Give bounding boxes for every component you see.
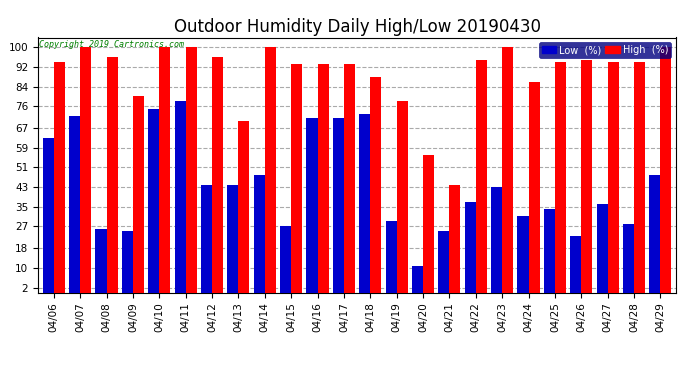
Bar [386,221,397,292]
Legend: Low  (%), High  (%): Low (%), High (%) [539,42,671,58]
Bar [148,109,159,292]
Bar [634,62,645,292]
Bar [544,209,555,292]
Bar [438,231,449,292]
Bar [159,47,170,292]
Bar [43,138,54,292]
Bar [317,64,328,292]
Bar [80,47,91,292]
Bar [597,204,608,292]
Bar [581,60,592,292]
Bar [186,47,197,292]
Bar [306,118,317,292]
Bar [291,64,302,292]
Bar [54,62,65,292]
Bar [423,155,434,292]
Bar [464,202,476,292]
Bar [649,175,660,292]
Bar [69,116,80,292]
Bar [518,216,529,292]
Bar [254,175,265,292]
Text: Copyright 2019 Cartronics.com: Copyright 2019 Cartronics.com [39,40,184,49]
Bar [476,60,487,292]
Bar [227,184,238,292]
Bar [333,118,344,292]
Bar [502,47,513,292]
Bar [412,266,423,292]
Bar [212,57,223,292]
Bar [570,236,581,292]
Bar [359,114,371,292]
Bar [175,101,186,292]
Bar [95,229,106,292]
Bar [133,96,144,292]
Bar [608,62,619,292]
Bar [201,184,212,292]
Bar [491,187,502,292]
Bar [265,47,276,292]
Bar [449,184,460,292]
Bar [623,224,634,292]
Bar [238,121,250,292]
Bar [106,57,117,292]
Bar [555,62,566,292]
Bar [371,77,382,292]
Bar [344,64,355,292]
Bar [397,101,408,292]
Title: Outdoor Humidity Daily High/Low 20190430: Outdoor Humidity Daily High/Low 20190430 [174,18,540,36]
Bar [660,47,671,292]
Bar [529,82,540,292]
Bar [280,226,291,292]
Bar [122,231,133,292]
